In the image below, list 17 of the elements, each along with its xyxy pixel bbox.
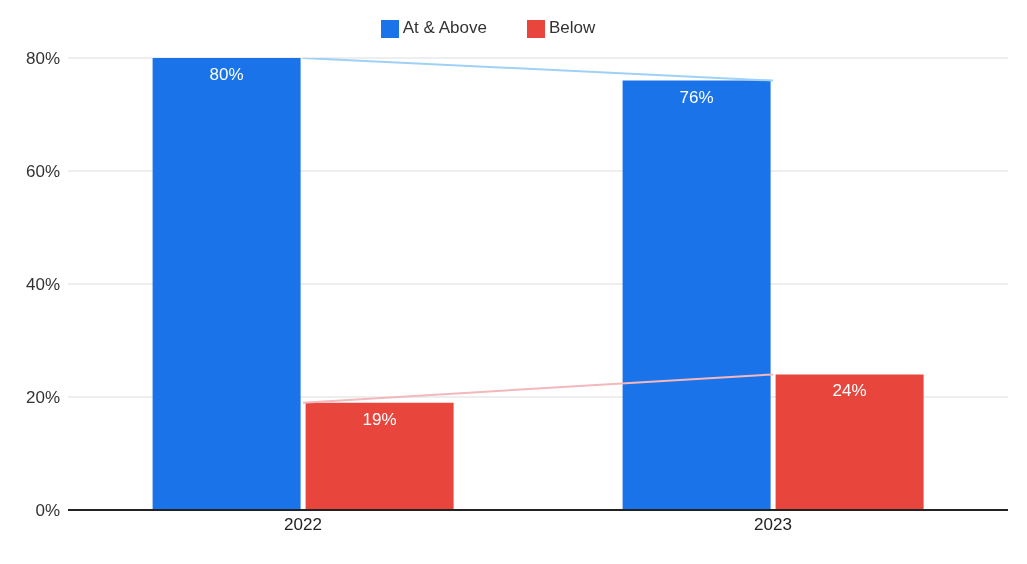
y-tick-label: 80% — [25, 49, 60, 69]
bar — [305, 402, 454, 510]
x-tick-label: 2023 — [754, 515, 792, 535]
legend-label: At & Above — [402, 18, 487, 37]
data-label: 19% — [362, 409, 397, 429]
data-label: 80% — [209, 65, 244, 85]
y-tick-label: 20% — [25, 388, 60, 408]
y-tick-label: 40% — [25, 275, 60, 295]
legend-label: Below — [548, 18, 596, 37]
data-label: 76% — [679, 87, 714, 107]
y-tick-label: 0% — [35, 501, 60, 521]
bar — [622, 80, 771, 510]
x-tick-label: 2022 — [284, 515, 322, 535]
bar — [152, 58, 301, 510]
bar — [775, 374, 924, 510]
data-label: 24% — [832, 381, 867, 401]
y-tick-label: 60% — [25, 162, 60, 182]
